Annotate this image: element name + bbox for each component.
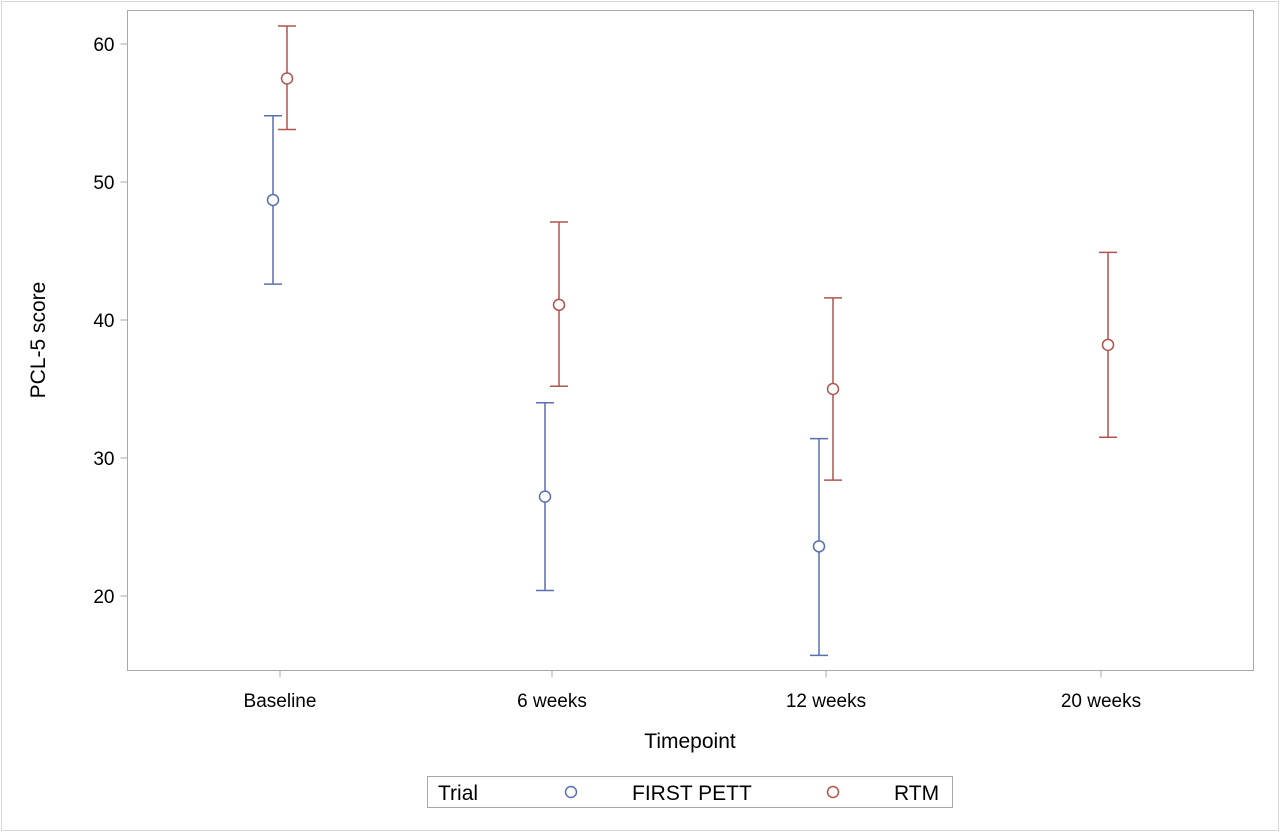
series-layer	[264, 25, 1117, 657]
legend-label-rtm: RTM	[894, 782, 939, 805]
series-first-pett	[264, 115, 828, 657]
y-tick-label: 40	[93, 311, 114, 332]
x-tick-label: 20 weeks	[1061, 691, 1141, 712]
x-axis-title: Timepoint	[644, 730, 736, 753]
x-tick-label: 6 weeks	[517, 691, 587, 712]
x-axis: Baseline 6 weeks 12 weeks 20 weeks	[244, 670, 1141, 712]
data-point	[538, 490, 552, 503]
data-point	[266, 193, 280, 207]
data-point	[552, 298, 566, 312]
legend-label-first-pett: FIRST PETT	[632, 782, 752, 805]
y-axis-title: PCL-5 score	[27, 282, 50, 399]
x-tick-label: 12 weeks	[786, 691, 866, 712]
data-point	[280, 72, 294, 85]
y-tick-label: 60	[93, 35, 114, 56]
y-axis: 20 30 40 50 60	[93, 35, 128, 608]
legend-title: Trial	[438, 782, 478, 805]
legend-box	[427, 776, 953, 808]
y-tick-label: 30	[93, 449, 114, 470]
legend-marker-rtm	[826, 785, 840, 799]
legend: Trial FIRST PETT RTM	[427, 776, 953, 808]
series-rtm	[278, 25, 1117, 481]
y-tick-label: 20	[93, 587, 114, 608]
plot-frame	[127, 10, 1254, 671]
y-tick-label: 50	[93, 173, 114, 194]
data-point	[812, 540, 826, 553]
legend-marker-first-pett	[564, 785, 578, 799]
x-tick-label: Baseline	[244, 691, 317, 712]
data-point	[1101, 338, 1115, 352]
data-point	[826, 382, 840, 396]
